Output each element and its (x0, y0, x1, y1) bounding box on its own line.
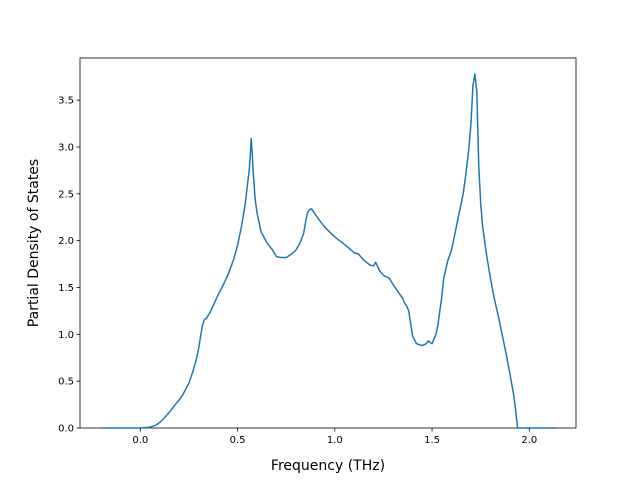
y-tick-label: 0.0 (58, 424, 74, 435)
y-tick-label: 3.0 (58, 142, 74, 153)
y-axis-label: Partial Density of States (26, 159, 42, 327)
x-tick-label: 1.5 (424, 435, 440, 446)
x-tick-label: 0.5 (230, 435, 246, 446)
axes-frame (79, 57, 577, 429)
y-tick-label: 1.0 (58, 330, 74, 341)
y-tick-label: 3.5 (58, 96, 74, 107)
x-axis: 0.0 0.5 1.0 1.5 2.0 (132, 428, 537, 446)
x-tick-label: 0.0 (132, 435, 148, 446)
x-tick-label: 2.0 (521, 435, 537, 446)
y-tick-label: 0.5 (58, 377, 74, 388)
y-tick-label: 2.0 (58, 236, 74, 247)
y-tick-label: 2.5 (58, 189, 74, 200)
plot-area (79, 57, 577, 429)
pdos-series-line (101, 73, 557, 429)
x-tick-label: 1.0 (327, 435, 343, 446)
x-axis-label: Frequency (THz) (271, 458, 385, 474)
y-axis: 0.0 0.5 1.0 1.5 2.0 2.5 3.0 3.5 (58, 96, 80, 435)
y-tick-label: 1.5 (58, 283, 74, 294)
